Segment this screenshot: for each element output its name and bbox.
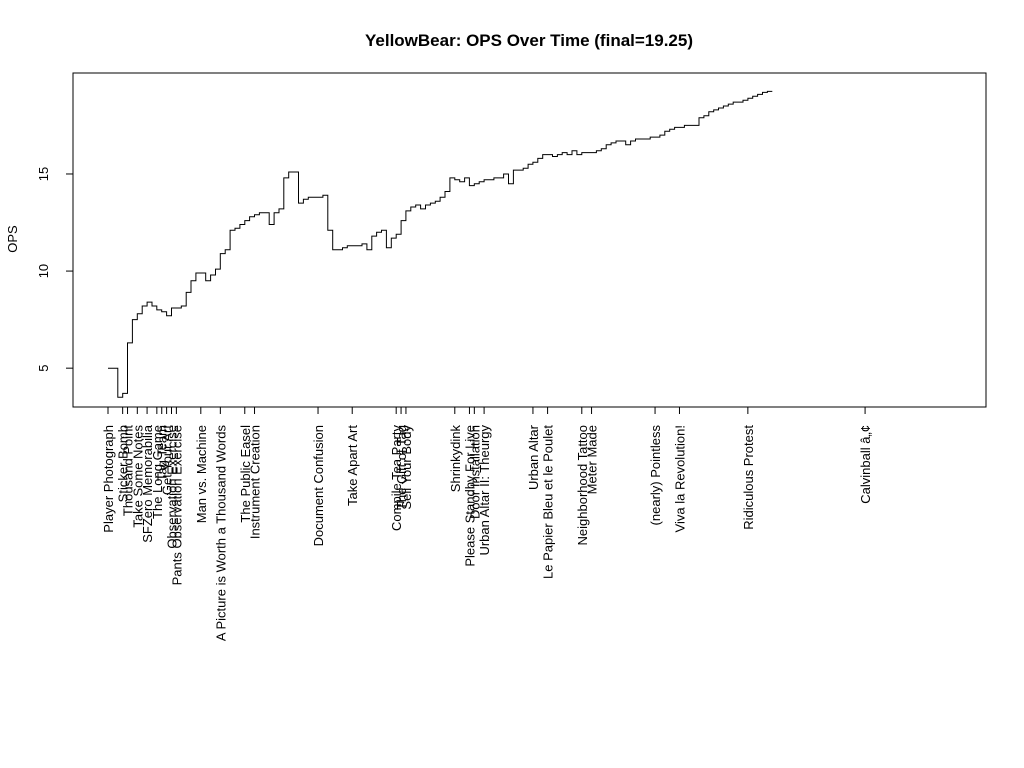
y-tick-label: 15 [36, 167, 51, 181]
event-label: Ridiculous Protest [741, 425, 756, 530]
event-label: Calvinball â„¢ [858, 425, 873, 504]
event-label: Tag Team [155, 425, 170, 481]
event-label: The Gift of Tag [394, 425, 409, 510]
y-axis-label: OPS [5, 225, 20, 253]
event-label: Le Papier Bleu et le Poulet [541, 425, 556, 579]
y-tick-label: 5 [36, 365, 51, 372]
event-label: Sell Your Body [399, 425, 414, 510]
plot-frame [72, 72, 987, 408]
event-label: Shrinkydink [448, 425, 463, 493]
event-label: Take Some Notes [130, 425, 145, 528]
event-label: Man vs. Machine [194, 425, 209, 523]
event-label: Observation Exercise [165, 425, 180, 549]
event-label: Document Confusion [311, 425, 326, 546]
event-label: Urban Altar [526, 424, 541, 490]
event-label: Instrument Creation [248, 425, 263, 539]
event-label: Meter Made [585, 425, 600, 494]
event-label: The Long Game [150, 425, 165, 519]
event-label: Please Standby For Live [462, 425, 477, 567]
event-label: (nearly) Pointless [648, 425, 663, 526]
event-label: Compile Tea Party [389, 425, 404, 531]
event-label: The Public Easel [238, 425, 253, 523]
event-label: Door Installation [467, 425, 482, 519]
event-label: Neighborhood Tattoo [575, 425, 590, 545]
event-label: Thousand Point [121, 425, 136, 516]
event-label: Player Photograph [101, 425, 116, 533]
y-tick-label: 10 [36, 264, 51, 278]
event-label: Viva la Revolution! [673, 425, 688, 532]
event-label: Urban Altar II: Theurgy [477, 425, 492, 556]
chart-title: YellowBear: OPS Over Time (final=19.25) [365, 31, 693, 50]
event-label: Take Apart Art [345, 425, 360, 506]
event-label: Sticker Bomb [116, 425, 131, 502]
event-label: A Picture is Worth a Thousand Words [213, 425, 228, 642]
ops-step-path [108, 90, 773, 398]
event-label: Pants Observation Exercise [169, 425, 184, 585]
ops-series-line [108, 90, 773, 398]
y-axis: 5 10 15 [36, 167, 74, 372]
event-label: SFZero Memorabilia [140, 424, 155, 543]
event-label: Get Your Art [160, 425, 175, 495]
